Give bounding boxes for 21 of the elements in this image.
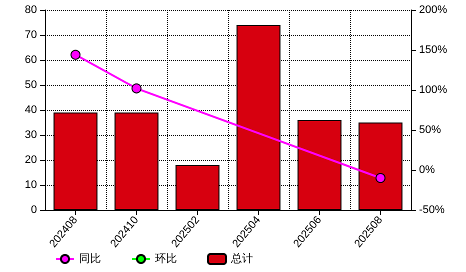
legend-label: 环比 <box>155 252 177 265</box>
y2-tick-label: 150% <box>419 44 448 56</box>
y2-tick-label: 0% <box>419 164 436 176</box>
y-tick-label: 40 <box>24 104 37 116</box>
y-tick-label: 70 <box>24 29 37 41</box>
point <box>376 173 386 183</box>
legend-label: 同比 <box>79 252 101 265</box>
y-tick-label: 80 <box>24 4 37 16</box>
y-tick-label: 50 <box>24 79 37 91</box>
y2-tick-label: 50% <box>419 124 442 136</box>
y2-tick-label: -50% <box>419 204 445 216</box>
point <box>70 50 80 60</box>
y-tick-label: 20 <box>24 154 37 166</box>
y2-tick-label: 200% <box>419 4 448 16</box>
y-tick-label: 10 <box>24 179 37 191</box>
legend-label: 总计 <box>230 252 253 265</box>
y-tick-label: 60 <box>24 54 37 66</box>
y-tick-label: 30 <box>24 129 37 141</box>
point <box>132 83 142 94</box>
y-tick-label: 0 <box>30 204 37 216</box>
y2-tick-label: 100% <box>419 84 448 96</box>
